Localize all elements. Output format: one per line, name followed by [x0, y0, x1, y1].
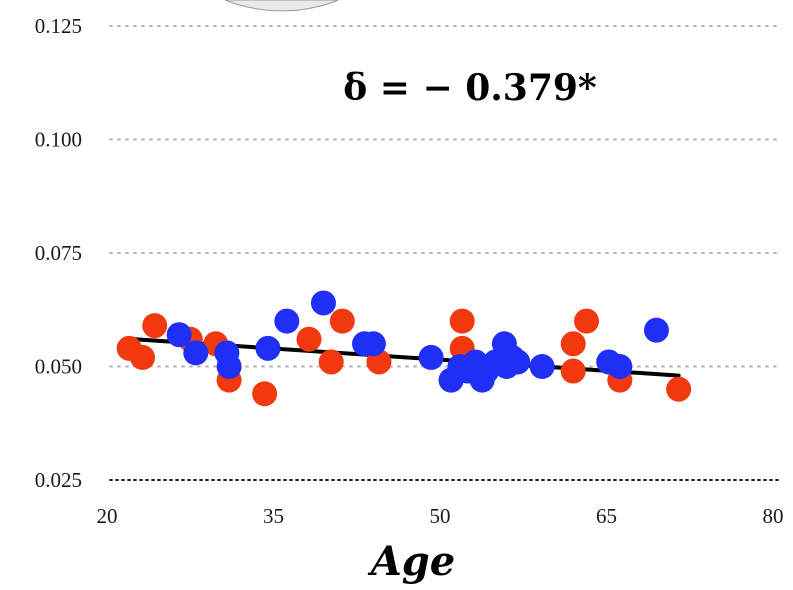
data-point: [418, 344, 444, 370]
data-points: [116, 290, 692, 407]
data-point: [216, 354, 242, 379]
data-point: [607, 354, 633, 379]
y-tick-label: 0.075: [35, 241, 82, 265]
data-point: [643, 317, 669, 343]
data-point: [560, 358, 586, 384]
correlation-annotation: δ = − 0.379*: [343, 67, 597, 109]
data-point: [142, 313, 168, 339]
y-tick-label: 0.125: [35, 14, 82, 38]
data-point: [449, 308, 475, 334]
x-tick-labels: 20 35 50 65 80: [97, 504, 784, 528]
y-tick-label: 0.050: [35, 355, 82, 379]
x-tick-label: 35: [263, 504, 284, 528]
data-point: [255, 335, 281, 361]
x-tick-label: 50: [430, 504, 451, 528]
y-tick-label: 0.025: [35, 468, 82, 492]
data-point: [252, 381, 278, 407]
x-axis-title: Age: [367, 538, 455, 585]
y-tick-label: 0.100: [35, 128, 82, 152]
data-point: [274, 308, 300, 334]
data-point: [296, 326, 322, 352]
data-point: [574, 308, 600, 334]
data-point: [560, 331, 586, 357]
data-point: [310, 290, 336, 316]
y-tick-labels: 0.025 0.050 0.075 0.100 0.125: [35, 14, 82, 492]
data-point: [360, 331, 386, 357]
data-point: [318, 349, 344, 375]
data-point: [130, 344, 156, 370]
x-tick-label: 20: [97, 504, 118, 528]
x-tick-label: 65: [596, 504, 617, 528]
data-point: [183, 340, 209, 366]
blue-series: [166, 290, 669, 393]
x-tick-label: 80: [763, 504, 784, 528]
cropped-illustration-edge: [224, 0, 339, 12]
data-point: [666, 376, 692, 402]
data-point: [329, 308, 355, 334]
data-point: [166, 322, 192, 348]
data-point: [529, 354, 555, 379]
data-point: [505, 349, 531, 375]
